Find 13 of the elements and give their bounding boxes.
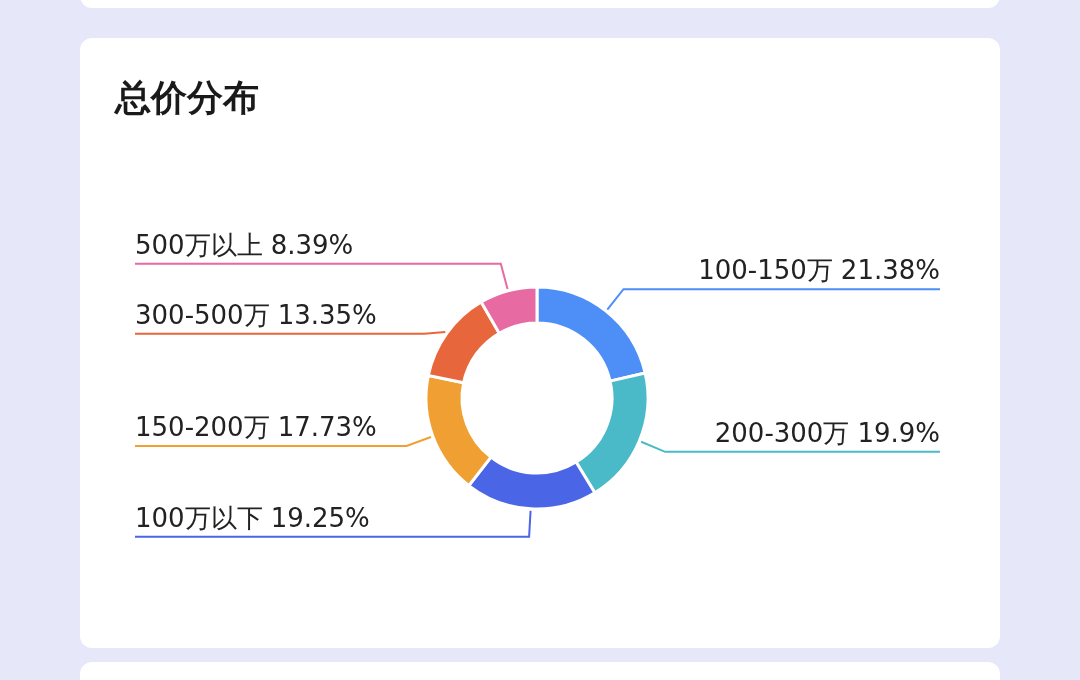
slice-label: 150-200万: [135, 411, 270, 442]
chart-title: 总价分布: [113, 77, 259, 118]
data-label: 17.73%: [277, 411, 377, 442]
slice-label: 200-300万: [714, 417, 850, 448]
data-label: 8.39%: [270, 229, 354, 260]
slice-label: 100-150万: [698, 255, 833, 286]
data-label: 21.38%: [840, 255, 940, 286]
slice-label: 300-500万: [135, 299, 270, 330]
slice-label: 500万以上: [135, 229, 263, 260]
data-label: 13.35%: [277, 299, 377, 330]
slice-label: 100万以下: [135, 502, 263, 533]
data-label: 19.9%: [857, 417, 940, 448]
data-label: 19.25%: [270, 502, 370, 533]
